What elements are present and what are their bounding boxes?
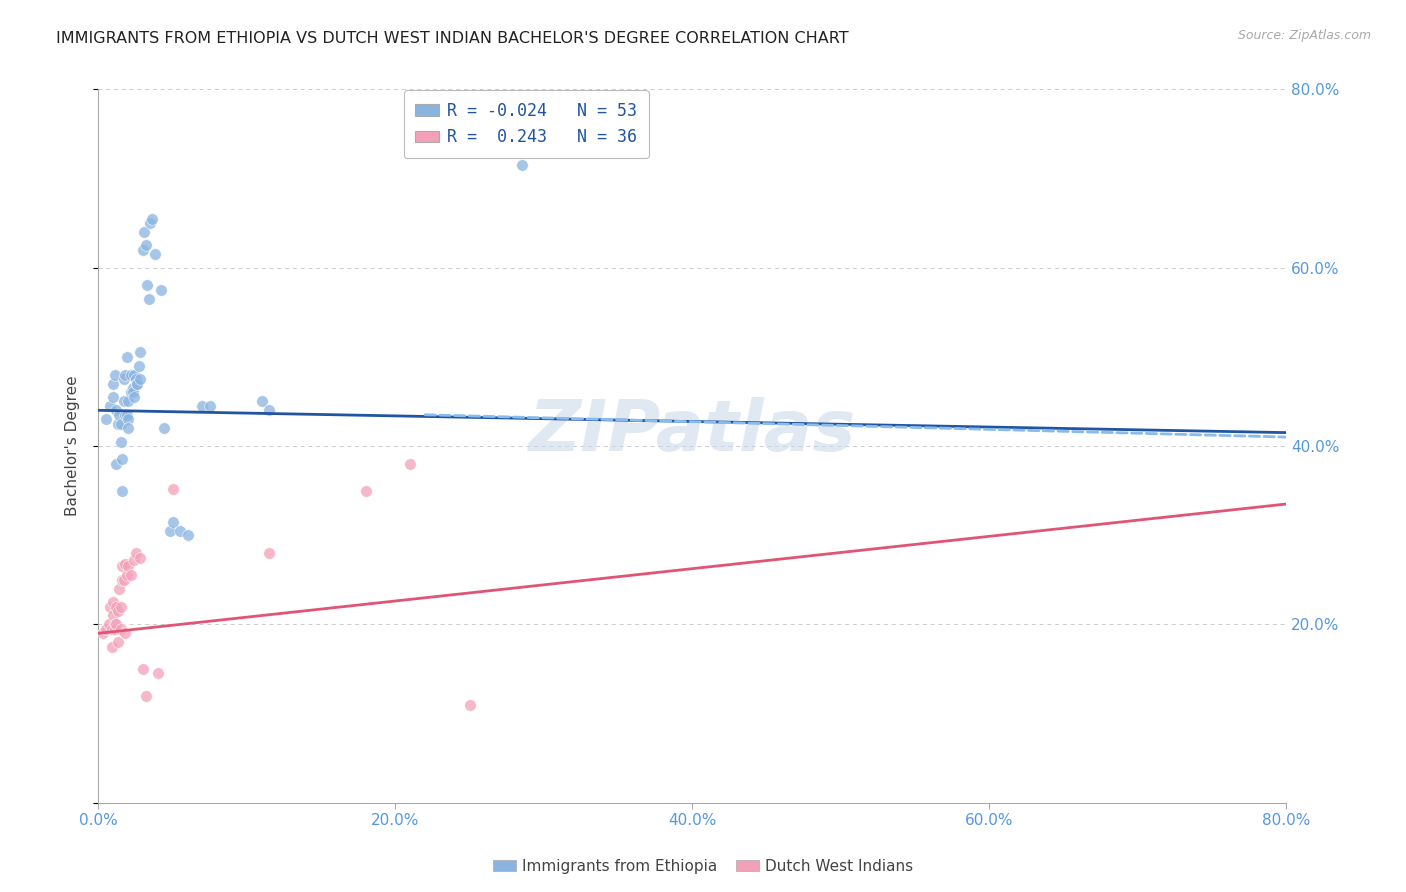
Point xyxy=(138,292,160,306)
Point xyxy=(103,390,125,404)
Point xyxy=(105,403,128,417)
Point xyxy=(132,243,155,257)
Point xyxy=(139,216,162,230)
Point xyxy=(141,211,163,226)
Point xyxy=(111,483,134,498)
Point xyxy=(103,376,125,391)
Point xyxy=(105,617,128,632)
Text: Source: ZipAtlas.com: Source: ZipAtlas.com xyxy=(1237,29,1371,42)
Point xyxy=(107,417,129,431)
Point xyxy=(105,599,128,614)
Point xyxy=(94,622,117,636)
Point xyxy=(129,345,152,359)
Point xyxy=(257,546,280,560)
Point xyxy=(191,399,214,413)
Point xyxy=(120,368,142,382)
Point xyxy=(399,457,422,471)
Point xyxy=(111,573,134,587)
Point xyxy=(115,408,138,422)
Point xyxy=(149,283,172,297)
Point xyxy=(101,622,124,636)
Point xyxy=(146,666,169,681)
Point xyxy=(91,626,114,640)
Point xyxy=(250,394,273,409)
Point xyxy=(125,376,148,391)
Point xyxy=(107,635,129,649)
Point xyxy=(120,385,142,400)
Point xyxy=(111,559,134,574)
Point xyxy=(162,515,184,529)
Point xyxy=(94,412,117,426)
Point xyxy=(110,417,132,431)
Point xyxy=(114,408,136,422)
Point xyxy=(198,399,221,413)
Legend: R = -0.024   N = 53, R =  0.243   N = 36: R = -0.024 N = 53, R = 0.243 N = 36 xyxy=(404,90,648,158)
Point xyxy=(112,573,135,587)
Y-axis label: Bachelor's Degree: Bachelor's Degree xyxy=(65,376,80,516)
Point xyxy=(159,524,181,538)
Point xyxy=(97,617,120,632)
Point xyxy=(135,689,157,703)
Point xyxy=(176,528,198,542)
Point xyxy=(143,247,166,261)
Point xyxy=(121,385,143,400)
Point xyxy=(112,372,135,386)
Point xyxy=(104,368,127,382)
Point xyxy=(121,381,143,395)
Point xyxy=(110,622,132,636)
Point xyxy=(115,350,138,364)
Point xyxy=(103,595,125,609)
Point xyxy=(135,238,157,252)
Point xyxy=(128,359,150,373)
Legend: Immigrants from Ethiopia, Dutch West Indians: Immigrants from Ethiopia, Dutch West Ind… xyxy=(486,853,920,880)
Point xyxy=(110,599,132,614)
Point xyxy=(104,622,127,636)
Point xyxy=(510,158,533,172)
Point xyxy=(108,408,131,422)
Point xyxy=(169,524,191,538)
Point xyxy=(458,698,481,712)
Point xyxy=(108,582,131,596)
Point xyxy=(257,403,280,417)
Point xyxy=(110,434,132,449)
Point xyxy=(103,608,125,623)
Text: IMMIGRANTS FROM ETHIOPIA VS DUTCH WEST INDIAN BACHELOR'S DEGREE CORRELATION CHAR: IMMIGRANTS FROM ETHIOPIA VS DUTCH WEST I… xyxy=(56,31,849,46)
Point xyxy=(112,394,135,409)
Point xyxy=(162,482,184,496)
Point xyxy=(104,617,127,632)
Point xyxy=(117,559,139,574)
Point xyxy=(114,557,136,571)
Point xyxy=(120,568,142,582)
Point xyxy=(117,394,139,409)
Point xyxy=(111,452,134,467)
Point xyxy=(107,604,129,618)
Point xyxy=(115,568,138,582)
Point xyxy=(125,376,148,391)
Point xyxy=(122,368,145,382)
Text: ZIPatlas: ZIPatlas xyxy=(529,397,856,467)
Point xyxy=(129,372,152,386)
Point xyxy=(354,483,377,498)
Point xyxy=(117,412,139,426)
Point xyxy=(134,225,156,239)
Point xyxy=(152,421,174,435)
Point xyxy=(124,372,146,386)
Point xyxy=(136,278,159,293)
Point xyxy=(114,368,136,382)
Point xyxy=(114,626,136,640)
Point xyxy=(122,390,145,404)
Point xyxy=(105,457,128,471)
Point xyxy=(98,399,121,413)
Point xyxy=(132,662,155,676)
Point xyxy=(122,553,145,567)
Point xyxy=(129,550,152,565)
Point xyxy=(98,599,121,614)
Point xyxy=(117,421,139,435)
Point xyxy=(124,546,146,560)
Point xyxy=(101,640,124,654)
